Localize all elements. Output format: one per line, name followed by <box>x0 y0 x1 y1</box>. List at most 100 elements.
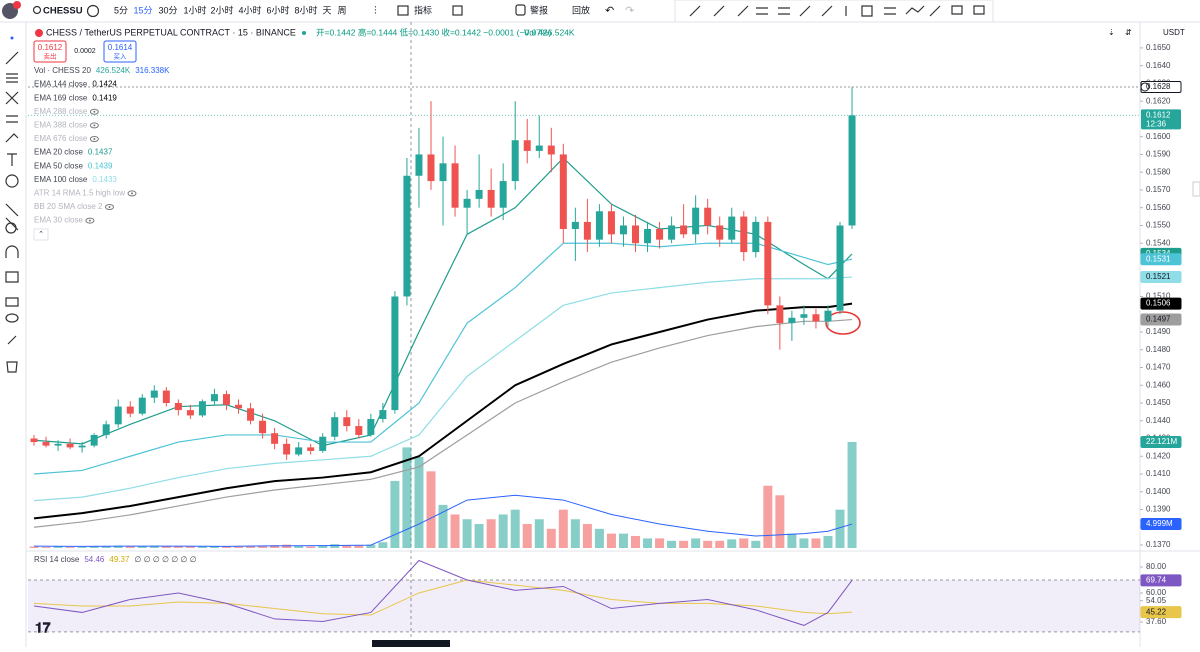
interval[interactable]: 4小时 <box>238 4 261 15</box>
candle-body <box>788 317 796 324</box>
y-tick-label: 0.1650 <box>1146 43 1171 52</box>
candle-body <box>728 216 736 240</box>
y-tick-label: 0.1560 <box>1146 203 1171 212</box>
legend-value: 0.1433 <box>92 175 117 184</box>
legend-label: ATR 14 RMA 1.5 high low <box>34 189 125 198</box>
replay-button[interactable]: 回放 <box>572 4 590 15</box>
interval[interactable]: 5分 <box>114 5 128 15</box>
interval[interactable]: 天 <box>322 5 331 15</box>
sell-button[interactable] <box>33 40 67 63</box>
redo[interactable]: ↷ <box>625 5 634 17</box>
legend-value: 0.1424 <box>92 80 117 89</box>
volume-bar <box>137 546 147 548</box>
plus-icon[interactable] <box>1140 82 1150 92</box>
interval[interactable]: 1小时 <box>183 4 206 15</box>
buy-button[interactable] <box>103 40 137 63</box>
legend-label: EMA 288 close <box>34 107 88 116</box>
collapse-icon: ⌃ <box>38 231 44 238</box>
volume-bar <box>811 538 821 548</box>
interval[interactable]: 6小时 <box>266 4 289 15</box>
y-tick-label: 0.1420 <box>1146 451 1171 460</box>
interval[interactable]: 2小时 <box>210 4 233 15</box>
candle-body <box>716 225 724 240</box>
annotation-circle <box>825 311 861 335</box>
volume-bar <box>679 540 689 548</box>
sell-label: 卖出 <box>44 52 57 61</box>
candle-body <box>174 402 182 411</box>
interval[interactable]: 15分 <box>133 5 152 15</box>
candle-body <box>30 438 38 443</box>
volume-bar <box>510 509 520 548</box>
interval[interactable]: 8小时 <box>294 4 317 15</box>
eye-icon[interactable] <box>89 108 99 115</box>
volume-bar <box>522 524 532 548</box>
alert-button[interactable]: 警报 <box>530 4 548 15</box>
candle-body <box>764 221 772 306</box>
candle-body <box>343 417 351 427</box>
legend-label: EMA 50 close <box>34 161 83 170</box>
candle-body <box>511 140 519 182</box>
candle-body <box>259 420 267 434</box>
candle-body <box>607 211 615 235</box>
rsi-badge <box>1140 574 1182 587</box>
legend-value: 0.1439 <box>88 161 113 170</box>
candle-body <box>619 225 627 235</box>
candle-body <box>836 225 844 311</box>
volume-bar <box>125 546 135 548</box>
eye-icon[interactable] <box>85 217 95 224</box>
interval[interactable]: 周 <box>337 5 346 15</box>
volume-bar <box>330 544 340 548</box>
volume-bar <box>318 545 328 548</box>
scale-menu[interactable]: ⇵ <box>1125 28 1132 37</box>
undo[interactable]: ↶ <box>605 5 614 17</box>
candle-body <box>752 221 760 253</box>
eye-pupil <box>131 192 134 195</box>
chart-type-icon[interactable]: ⫶ <box>374 5 377 17</box>
scroll-down[interactable]: ⇣ <box>1108 28 1115 37</box>
candle-body <box>824 310 832 322</box>
volume-bar <box>787 533 797 548</box>
volume-bar <box>486 519 496 548</box>
volume-bar <box>197 546 207 548</box>
volume-bar <box>474 524 484 548</box>
collapse-legend[interactable] <box>33 228 49 241</box>
market-status <box>302 31 306 35</box>
volume-bar <box>667 540 677 548</box>
volume-bar <box>89 546 99 548</box>
volume-bar <box>101 546 111 548</box>
symbol[interactable]: CHESSU <box>43 6 83 17</box>
legend-value: 0.1437 <box>88 148 113 157</box>
candle-body <box>656 229 664 240</box>
rsi-ma-badge-label: 45.22 <box>1146 607 1167 616</box>
eye-pupil <box>108 206 111 208</box>
volume-bar <box>498 514 508 548</box>
volume-bar <box>739 538 749 548</box>
legend-label: EMA 20 close <box>34 148 83 157</box>
eye-icon[interactable] <box>104 204 114 210</box>
volume-bar <box>282 544 292 548</box>
indicators-button[interactable]: 指标 <box>414 4 432 15</box>
sell-price: 0.1612 <box>38 43 63 52</box>
left-tools <box>5 36 19 373</box>
volume-badge-label: 22.121M <box>1146 437 1177 446</box>
add-symbol[interactable] <box>86 4 100 18</box>
layout-icon[interactable] <box>452 5 463 16</box>
candle-body <box>331 417 339 437</box>
crosshair-time <box>372 640 450 647</box>
volume-bar <box>643 538 653 548</box>
side-handle[interactable] <box>1192 181 1200 197</box>
eye-icon[interactable] <box>127 190 137 197</box>
candle-body <box>367 418 375 435</box>
candle-body <box>54 443 62 446</box>
eye-icon[interactable] <box>89 122 99 129</box>
interval[interactable]: 30分 <box>158 5 177 15</box>
candle-body <box>114 406 122 425</box>
legend-value: 426.524K <box>96 66 131 75</box>
volume-bar <box>41 547 51 548</box>
eye-icon[interactable] <box>89 136 99 142</box>
volume-bar <box>53 546 63 548</box>
volume-bar <box>378 542 388 548</box>
eye-pupil <box>93 110 96 113</box>
indicator-icon <box>397 5 409 16</box>
